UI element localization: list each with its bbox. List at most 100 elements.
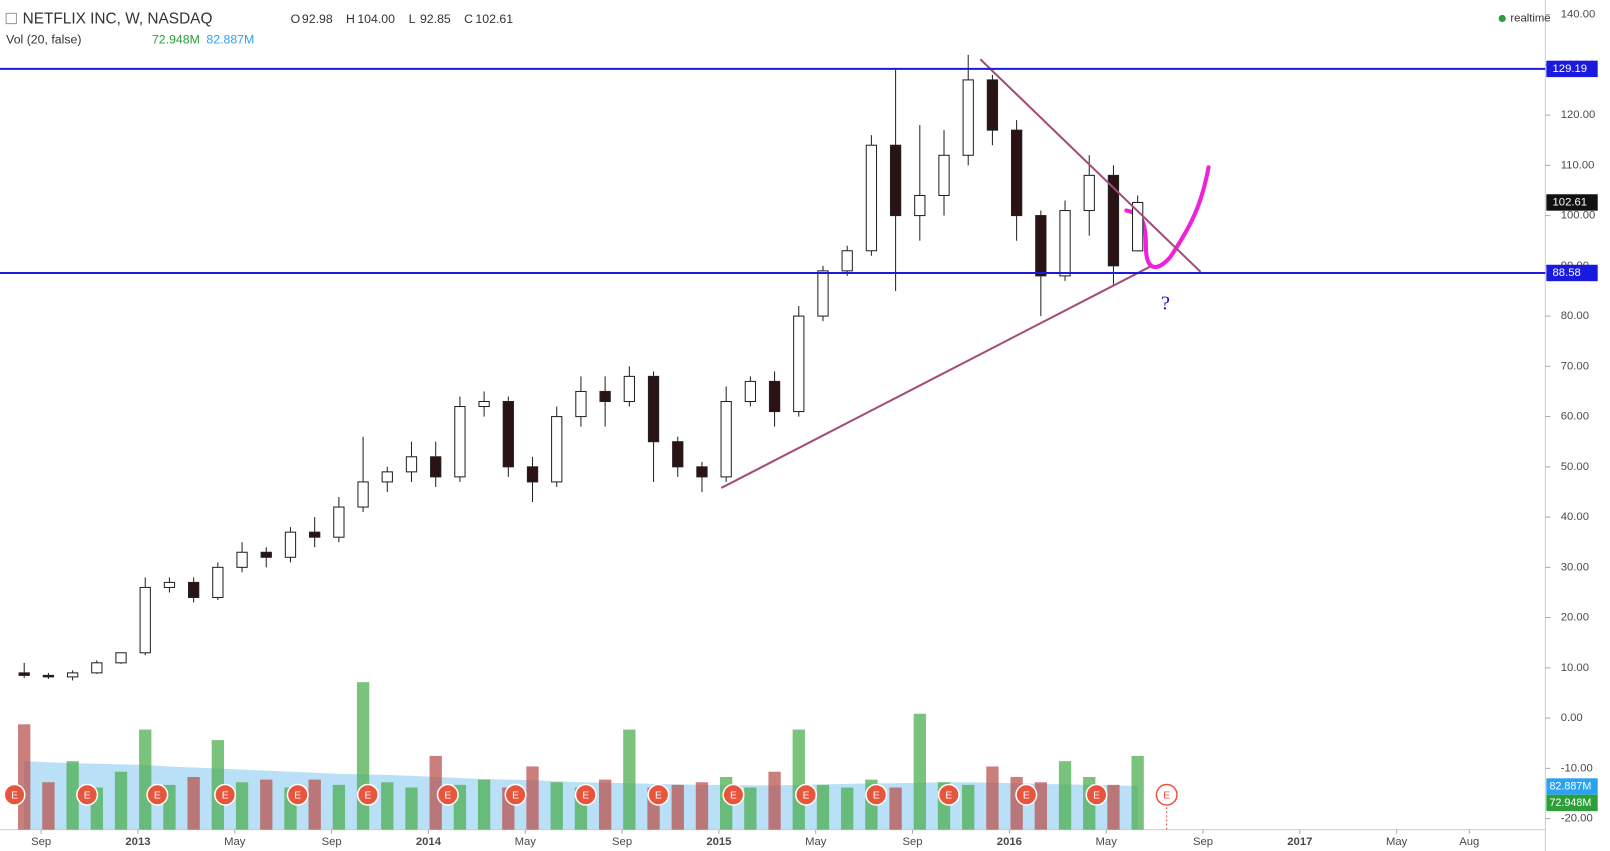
price-label: 129.19 [1553,63,1588,75]
y-tick-label: 0.00 [1561,712,1583,724]
candle-body [1035,215,1047,277]
candle-body [623,375,635,403]
candle-body [938,154,950,196]
earnings-label: E [1163,790,1170,801]
indicator-ma: 82.887M [206,32,254,46]
earnings-marker [1015,783,1038,806]
x-tick-label: May [1386,836,1408,848]
candle-body [478,400,490,408]
y-tick-label: 140.00 [1561,9,1596,21]
candle-body [526,466,539,483]
candle-body [914,194,926,217]
x-tick-label: 2016 [997,836,1022,848]
candle-body [672,441,684,468]
candle-body [599,390,611,403]
earnings-marker [214,783,237,806]
last-price-label: 102.61 [1553,196,1588,208]
status: realtime [1510,12,1550,24]
ohlc-value: 92.85 [420,12,451,26]
status-dot [1498,14,1506,23]
y-tick-label: 50.00 [1561,461,1589,473]
volume-bar [623,729,636,830]
volume-bar [1131,755,1144,830]
x-tick-label: Aug [1459,836,1479,848]
x-tick-label: Sep [612,836,632,848]
y-tick-label: 70.00 [1561,360,1589,372]
candle-body [187,581,200,599]
candle-body [768,380,781,413]
price-label-bg [1546,60,1598,78]
volume-bar [114,771,128,830]
volume-bar [211,740,225,830]
volume-bar [18,724,31,830]
candle-body [405,456,418,473]
volume-bar [526,766,539,830]
earnings-label: E [873,790,880,801]
y-tick-label: 30.00 [1561,561,1589,573]
earnings-label: E [730,790,737,801]
earnings-marker [937,783,960,806]
volume-bar [308,779,321,830]
x-tick-label: Sep [322,836,342,848]
candle-body [793,315,805,413]
y-tick-label: 20.00 [1561,612,1589,624]
volume-bar [550,782,563,830]
candle-body [647,375,660,443]
ohlc-key: O [291,12,301,26]
candle-body [18,672,30,676]
earnings-label: E [84,790,91,801]
price-label-bg [1546,264,1598,282]
candle-body [381,471,393,483]
volume-bar [332,784,346,830]
earnings-label: E [582,790,589,801]
indicator-volume: 72.948M [152,32,200,46]
annotation: ? [1161,293,1170,315]
volume-label: 72.948M [1549,797,1591,809]
earnings-marker [722,783,745,806]
y-tick-label: 100.00 [1561,210,1596,222]
earnings-marker [356,783,379,806]
candle-body [551,416,563,483]
candle-body [91,662,103,674]
volume-bar [356,682,370,830]
earnings-label: E [365,790,372,801]
legend: NETFLIX INC, W, NASDAQ O 92.98 H 104.00 L 92.8… [5,11,1551,46]
volume-bar [598,779,612,830]
trendline [979,58,1202,273]
volume-bar [889,787,902,830]
earnings-label: E [11,790,18,801]
x-tick-label: Sep [903,836,923,848]
candle-body [1132,201,1144,252]
volume-bar [66,761,79,830]
earnings-label: E [945,790,952,801]
y-tick-label: 110.00 [1561,159,1595,171]
earnings-label: E [294,790,301,801]
candle-body [1083,174,1095,212]
x-tick-label: 2013 [125,836,150,848]
candle-body [889,144,902,217]
earnings-label: E [222,790,229,801]
last-price-bg [1546,194,1598,211]
collapse-icon [5,12,17,25]
volume-bar [477,779,491,830]
candle-body [696,466,708,478]
volume-bar [962,784,975,830]
candle-body [962,79,974,156]
x-tick-label: May [805,836,827,848]
candle-body [1010,129,1023,217]
candle-body [986,79,999,131]
volume-bar [841,787,854,830]
candle-body [66,672,79,678]
candle-body [1059,210,1071,277]
volume-bar [429,755,442,830]
volume-bar [816,784,830,830]
candle-body [720,400,732,478]
volume-bar [405,787,418,830]
y-tick-label: 40.00 [1561,511,1589,523]
volume-bar [671,784,684,830]
ohlc-value: 104.00 [357,12,395,26]
volume-bar [792,729,805,830]
x-tick-label: May [1096,836,1118,848]
